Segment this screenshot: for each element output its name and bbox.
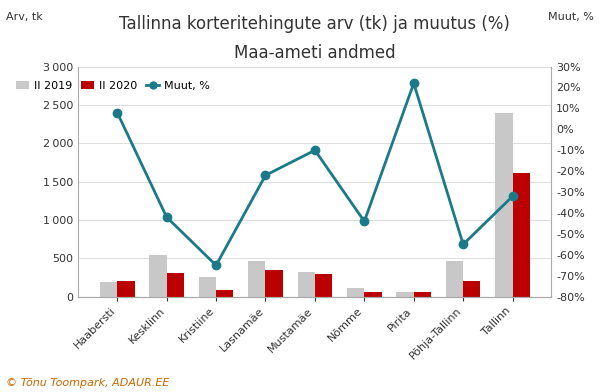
Bar bbox=[397, 292, 414, 297]
Bar bbox=[512, 173, 530, 297]
Text: Muut, %: Muut, % bbox=[548, 12, 594, 22]
Bar bbox=[495, 113, 512, 297]
Muut, % bbox=[361, 219, 368, 224]
Line: Muut, %: Muut, % bbox=[113, 79, 517, 269]
Muut, % bbox=[163, 215, 170, 220]
Bar bbox=[149, 255, 167, 297]
Bar bbox=[364, 292, 382, 297]
Bar bbox=[347, 288, 364, 297]
Bar bbox=[265, 270, 283, 297]
Muut, % bbox=[262, 173, 269, 178]
Bar bbox=[216, 290, 233, 297]
Muut, % bbox=[113, 110, 121, 115]
Muut, % bbox=[311, 148, 319, 152]
Bar bbox=[463, 281, 481, 297]
Muut, % bbox=[509, 194, 516, 199]
Muut, % bbox=[410, 81, 418, 85]
Muut, % bbox=[212, 263, 220, 268]
Bar bbox=[100, 282, 117, 297]
Bar bbox=[199, 277, 216, 297]
Legend: II 2019, II 2020, Muut, %: II 2019, II 2020, Muut, % bbox=[11, 76, 214, 95]
Bar bbox=[298, 272, 315, 297]
Bar bbox=[414, 292, 431, 297]
Text: © Tõnu Toompark, ADAUR.EE: © Tõnu Toompark, ADAUR.EE bbox=[6, 378, 169, 388]
Bar bbox=[167, 272, 184, 297]
Bar bbox=[446, 261, 463, 297]
Bar bbox=[315, 274, 332, 297]
Bar bbox=[248, 261, 265, 297]
Muut, % bbox=[460, 242, 467, 247]
Title: Tallinna korteritehingute arv (tk) ja muutus (%)
Maa-ameti andmed: Tallinna korteritehingute arv (tk) ja mu… bbox=[119, 15, 511, 62]
Text: Arv, tk: Arv, tk bbox=[6, 12, 43, 22]
Bar bbox=[117, 281, 134, 297]
